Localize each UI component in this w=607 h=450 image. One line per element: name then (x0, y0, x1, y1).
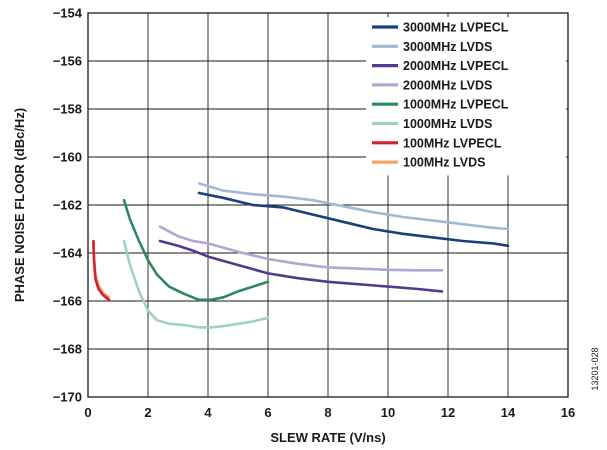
legend-label: 2000MHz LVDS (403, 78, 492, 92)
y-tick-label: −160 (53, 150, 82, 165)
y-axis-title: PHASE NOISE FLOOR (dBc/Hz) (12, 108, 27, 302)
y-tick-label: −166 (53, 294, 82, 309)
x-tick-label: 4 (204, 405, 212, 420)
legend-label: 2000MHz LVPECL (403, 59, 509, 73)
y-tick-label: −156 (53, 54, 82, 69)
x-tick-label: 10 (381, 405, 395, 420)
y-tick-label: −164 (53, 246, 83, 261)
x-tick-label: 14 (501, 405, 516, 420)
x-axis-title: SLEW RATE (V/ns) (270, 430, 385, 445)
legend-label: 1000MHz LVPECL (403, 98, 509, 112)
figure-id: 13201-028 (590, 347, 600, 390)
plot-series (92, 182, 510, 329)
plot-frame (87, 12, 569, 398)
legend-label: 1000MHz LVDS (403, 117, 492, 131)
y-tick-label: −168 (53, 342, 82, 357)
legend-label: 3000MHz LVPECL (403, 21, 509, 35)
legend-label: 100MHz LVPECL (403, 136, 502, 150)
legend-background (366, 17, 566, 176)
series-line-1000mhz-lvpecl (122, 198, 270, 302)
x-tick-label: 16 (561, 405, 575, 420)
legend-label: 3000MHz LVDS (403, 40, 492, 54)
series-line-3000mhz-lvds (197, 182, 510, 231)
series-line-3000mhz-lvpecl (197, 191, 510, 248)
x-tick-label: 0 (84, 405, 91, 420)
x-tick-label: 6 (264, 405, 271, 420)
x-tick-labels: 0 2 4 6 8 10 12 14 16 (84, 405, 575, 420)
y-tick-label: −158 (53, 102, 82, 117)
series-line-2000mhz-lvds (158, 225, 444, 272)
y-tick-label: −170 (53, 390, 82, 405)
series-line-2000mhz-lvpecl (158, 239, 444, 293)
y-tick-label: −154 (53, 6, 83, 21)
legend: 3000MHz LVPECL 3000MHz LVDS 2000MHz LVPECL… (366, 17, 566, 176)
x-tick-label: 8 (324, 405, 331, 420)
series-line-1000mhz-lvds (122, 239, 270, 329)
x-tick-label: 12 (441, 405, 455, 420)
y-tick-label: −162 (53, 198, 82, 213)
x-tick-label: 2 (144, 405, 151, 420)
y-tick-labels: −154 −156 −158 −160 −162 −164 −166 −168 −170 (53, 6, 83, 405)
series-line-100mhz-lvpecl (92, 239, 111, 302)
legend-label: 100MHz LVDS (403, 156, 485, 170)
